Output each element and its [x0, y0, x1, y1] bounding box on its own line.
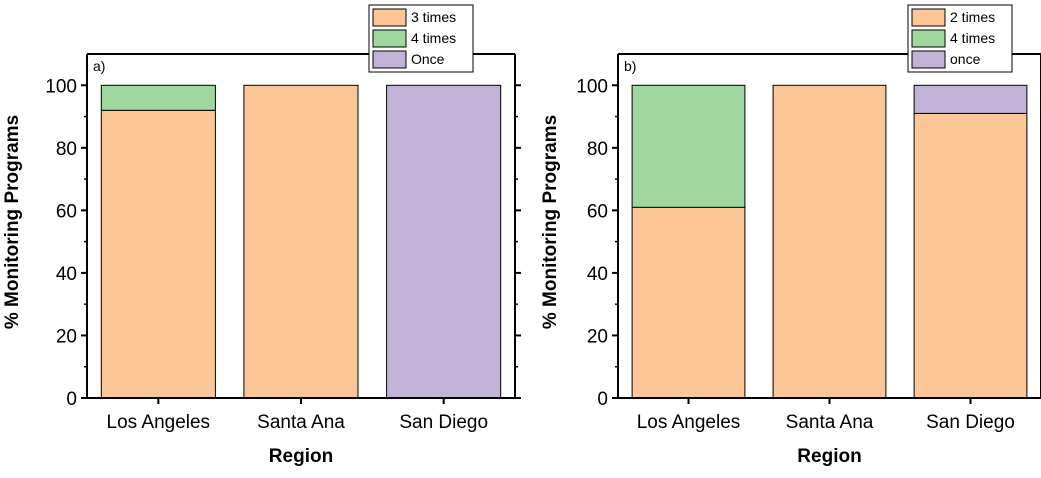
y-tick-label: 20	[587, 326, 608, 347]
legend-swatch	[372, 29, 407, 48]
chart-panel-1: Los Angeles Santa Ana San Diego 0 20 40 60 80 10…	[2, 4, 521, 467]
legend-entry: 3 times	[411, 9, 456, 25]
y-tick-label: 80	[587, 139, 608, 160]
bar-segment	[631, 206, 746, 399]
y-tick-label: 100	[576, 76, 608, 97]
y-axis-title: % Monitoring Programs	[2, 115, 23, 329]
y-tick-label: 40	[56, 264, 77, 285]
bar-segment	[100, 109, 216, 399]
legend-entry: 4 times	[411, 30, 456, 46]
legend-swatch	[911, 50, 946, 69]
chart-panel-2: Los Angeles Santa Ana San Diego 0 20 40 60 80 10…	[540, 4, 1041, 467]
bar-segment	[913, 112, 1028, 399]
x-tick-label: San Diego	[926, 412, 1015, 433]
bar-segment	[100, 84, 216, 111]
y-tick-label: 0	[597, 389, 608, 410]
x-axis-title: Region	[797, 446, 861, 467]
y-tick-label: 60	[587, 201, 608, 222]
x-tick-label: Los Angeles	[637, 412, 741, 433]
legend-swatch	[911, 29, 946, 48]
y-tick-label: 80	[56, 139, 77, 160]
x-tick-label: San Diego	[399, 412, 488, 433]
legend-entry: 2 times	[950, 9, 995, 25]
legend-entry: once	[950, 51, 981, 67]
y-tick-label: 40	[587, 264, 608, 285]
legend: 2 times 4 times once	[907, 4, 1013, 73]
legend-entry: 4 times	[950, 30, 995, 46]
legend-entry: Once	[411, 51, 445, 67]
x-tick-label: Los Angeles	[107, 412, 211, 433]
legend: 3 times 4 times Once	[368, 4, 474, 73]
y-tick-label: 60	[56, 201, 77, 222]
y-axis-title: % Monitoring Programs	[540, 115, 561, 329]
panel-label: b)	[624, 58, 636, 74]
x-tick-label: Santa Ana	[257, 412, 345, 433]
y-tick-label: 100	[45, 76, 77, 97]
legend-swatch	[372, 50, 407, 69]
legend-swatch	[911, 8, 946, 27]
legend-swatch	[372, 8, 407, 27]
x-tick-label: Santa Ana	[786, 412, 874, 433]
bar-segment	[631, 84, 746, 208]
bar-segment	[913, 84, 1028, 114]
bar-segment	[772, 84, 887, 399]
bar-segment	[243, 84, 359, 399]
y-tick-label: 0	[66, 389, 77, 410]
x-axis-title: Region	[269, 446, 333, 467]
bar-segment	[386, 84, 502, 399]
y-tick-label: 20	[56, 326, 77, 347]
panel-label: a)	[93, 58, 105, 74]
